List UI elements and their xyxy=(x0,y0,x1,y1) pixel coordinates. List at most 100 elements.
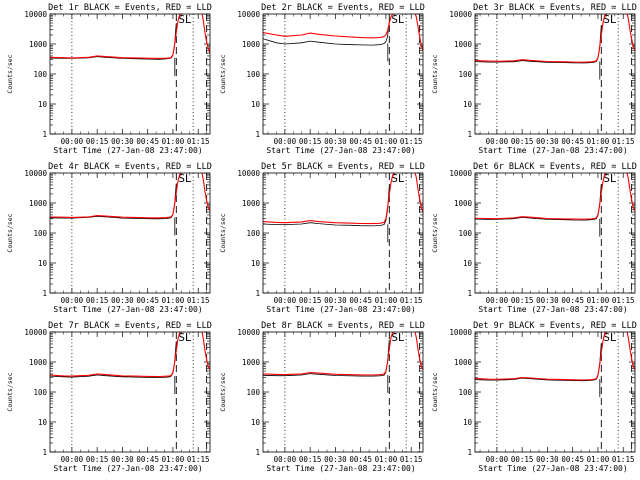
panel-det-4: Det 4r BLACK = Events, RED = LLD 1 10 100 10… xyxy=(6,162,212,314)
sl-marker-label: SL xyxy=(603,331,617,344)
plot-frame xyxy=(474,331,636,453)
events-series-line xyxy=(50,183,177,220)
series-group xyxy=(263,173,423,243)
sl-marker-label: SL xyxy=(603,13,617,26)
y-tick-label: 100 xyxy=(246,70,260,79)
y-tick-label: 1000 xyxy=(29,40,48,49)
lld-series-line xyxy=(263,173,395,225)
panel-det-9: Det 9r BLACK = Events, RED = LLD 1 10 100 10… xyxy=(431,321,637,473)
y-tick-label: 10000 xyxy=(24,10,47,19)
series-group xyxy=(475,332,635,398)
x-tick-label: 00:00 xyxy=(486,296,509,305)
x-tick-label: 01:00 xyxy=(375,296,398,305)
events-series-line xyxy=(475,25,602,64)
x-tick-label: 00:30 xyxy=(111,137,134,146)
lld-series-line xyxy=(263,14,394,39)
y-tick-label: 100 xyxy=(246,229,260,238)
plot-frame xyxy=(49,172,211,294)
x-axis-label: Start Time (27-Jan-08 23:47:00) xyxy=(53,464,202,473)
x-tick-label: 00:00 xyxy=(61,455,84,464)
lld-series-line xyxy=(626,332,635,371)
y-tick-label: 10 xyxy=(38,259,48,268)
x-tick-label: 00:30 xyxy=(536,137,559,146)
x-tick-label: 00:15 xyxy=(86,455,109,464)
x-tick-label: 00:45 xyxy=(561,137,584,146)
y-tick-label: 1 xyxy=(467,130,472,139)
x-tick-label: 01:15 xyxy=(187,296,210,305)
x-axis-label: Start Time (27-Jan-08 23:47:00) xyxy=(53,146,202,155)
sl-marker-label: SL xyxy=(603,172,617,185)
series-group xyxy=(50,14,210,76)
series-group xyxy=(475,14,635,80)
x-axis-label: Start Time (27-Jan-08 23:47:00) xyxy=(53,305,202,314)
y-tick-label: 10 xyxy=(251,418,261,427)
x-tick-label: 01:15 xyxy=(400,296,423,305)
x-tick-label: 00:45 xyxy=(349,455,372,464)
x-tick-label: 01:00 xyxy=(162,296,185,305)
y-tick-label: 1 xyxy=(467,448,472,457)
x-tick-label: 01:00 xyxy=(162,137,185,146)
y-tick-label: 1 xyxy=(42,289,47,298)
lld-series-line xyxy=(263,332,395,376)
lld-series-line xyxy=(626,14,635,51)
x-tick-label: 00:15 xyxy=(86,137,109,146)
y-tick-label: 10000 xyxy=(237,169,260,178)
lld-series-line xyxy=(475,14,607,63)
x-tick-label: 01:00 xyxy=(587,455,610,464)
y-tick-label: 1000 xyxy=(242,40,261,49)
lld-series-line xyxy=(414,14,423,51)
y-tick-label: 10000 xyxy=(24,328,47,337)
plot-frame xyxy=(49,331,211,453)
y-tick-label: 100 xyxy=(458,388,472,397)
y-tick-label: 100 xyxy=(33,229,47,238)
y-tick-label: 1000 xyxy=(242,199,261,208)
x-tick-label: 01:15 xyxy=(612,137,635,146)
x-tick-label: 01:00 xyxy=(587,137,610,146)
x-tick-label: 00:15 xyxy=(86,296,109,305)
y-tick-label: 10000 xyxy=(449,169,472,178)
sl-marker-label: SL xyxy=(391,331,405,344)
lld-series-line xyxy=(50,14,182,59)
x-tick-label: 00:30 xyxy=(111,455,134,464)
events-series-line xyxy=(263,20,390,46)
lld-series-line xyxy=(475,332,607,381)
x-tick-label: 01:15 xyxy=(612,296,635,305)
panel-title: Det 2r BLACK = Events, RED = LLD xyxy=(261,3,425,13)
plot-frame xyxy=(49,13,211,135)
y-tick-label: 100 xyxy=(458,229,472,238)
y-axis-label: Counts/sec xyxy=(431,54,439,93)
plot-frame xyxy=(474,172,636,294)
x-tick-label: 00:15 xyxy=(511,296,534,305)
x-tick-label: 00:15 xyxy=(511,137,534,146)
y-tick-label: 1 xyxy=(42,448,47,457)
y-axis-label: Counts/sec xyxy=(219,213,227,252)
x-axis-label: Start Time (27-Jan-08 23:47:00) xyxy=(478,146,627,155)
events-series-line xyxy=(263,339,390,377)
y-axis-label: Counts/sec xyxy=(6,213,14,252)
x-tick-label: 01:15 xyxy=(187,137,210,146)
y-tick-label: 10 xyxy=(251,259,261,268)
panel-title: Det 5r BLACK = Events, RED = LLD xyxy=(261,162,425,172)
x-tick-label: 00:45 xyxy=(136,296,159,305)
y-tick-label: 100 xyxy=(33,388,47,397)
plot-frame xyxy=(474,13,636,135)
y-axis-label: Counts/sec xyxy=(6,54,14,93)
x-tick-label: 00:30 xyxy=(536,455,559,464)
lld-series-line xyxy=(50,173,182,219)
y-tick-label: 10 xyxy=(251,100,261,109)
panel-title: Det 4r BLACK = Events, RED = LLD xyxy=(48,162,212,172)
x-tick-label: 00:45 xyxy=(561,455,584,464)
y-tick-label: 10 xyxy=(38,418,48,427)
sl-marker-label: SL xyxy=(391,13,405,26)
x-axis-label: Start Time (27-Jan-08 23:47:00) xyxy=(478,305,627,314)
x-tick-label: 00:00 xyxy=(486,137,509,146)
x-tick-label: 00:00 xyxy=(61,137,84,146)
y-axis-label: Counts/sec xyxy=(431,372,439,411)
x-tick-label: 00:15 xyxy=(511,455,534,464)
x-tick-label: 00:00 xyxy=(274,455,297,464)
lld-series-line xyxy=(475,173,607,220)
panel-det-1: Det 1r BLACK = Events, RED = LLD 1 10 100 10… xyxy=(6,3,212,155)
x-tick-label: 01:00 xyxy=(162,455,185,464)
y-tick-label: 100 xyxy=(33,70,47,79)
x-tick-label: 00:30 xyxy=(324,455,347,464)
